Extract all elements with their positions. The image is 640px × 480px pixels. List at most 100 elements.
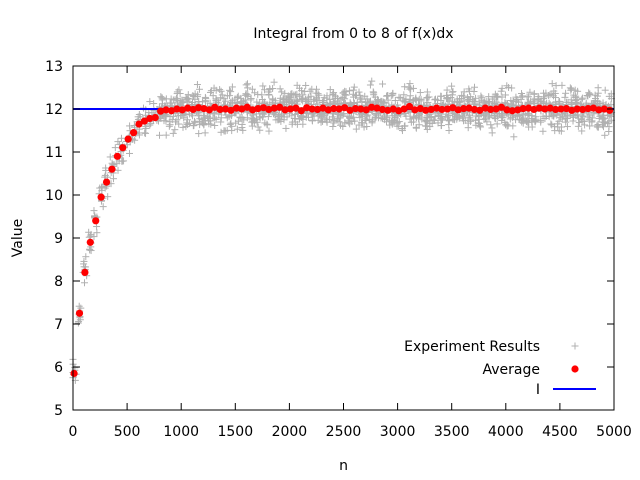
experiment-point: [217, 114, 225, 122]
experiment-point: [216, 86, 224, 94]
average-point: [362, 106, 370, 114]
legend: Experiment Results Average I: [404, 339, 596, 398]
experiment-point: [350, 99, 358, 107]
experiment-point: [242, 90, 250, 98]
experiment-point: [253, 118, 261, 126]
experiment-point: [563, 123, 571, 131]
experiment-point: [601, 86, 609, 94]
average-point: [243, 103, 251, 111]
experiment-point: [488, 124, 496, 132]
experiment-point: [366, 116, 374, 124]
experiment-point: [233, 125, 241, 133]
experiment-point: [526, 88, 534, 96]
experiment-point: [310, 112, 318, 120]
experiment-point: [205, 120, 213, 128]
average-point: [465, 104, 473, 112]
average-point: [313, 105, 322, 114]
average-point: [330, 104, 338, 113]
average-point: [551, 105, 560, 114]
experiment-point: [217, 118, 225, 126]
experiment-point: [447, 93, 455, 101]
experiment-point: [114, 138, 122, 146]
experiment-point: [377, 114, 385, 122]
experiment-point: [182, 111, 190, 119]
experiment-point: [562, 89, 570, 97]
experiment-point: [101, 184, 109, 192]
experiment-point: [522, 118, 530, 126]
experiment-point: [545, 113, 553, 121]
experiment-point: [416, 89, 424, 97]
experiment-point: [585, 89, 593, 97]
experiment-point: [184, 121, 192, 129]
experiment-point: [114, 166, 122, 174]
experiment-point: [90, 207, 98, 215]
experiment-point: [361, 92, 369, 100]
experiment-point: [552, 82, 560, 90]
experiment-point: [118, 157, 126, 165]
experiment-point: [472, 94, 480, 102]
experiment-point: [305, 113, 313, 121]
x-tick-label: 1500: [217, 424, 253, 440]
average-point: [249, 106, 257, 114]
average-point: [384, 106, 392, 114]
experiment-point: [269, 96, 277, 104]
average-point: [308, 105, 316, 113]
average-point: [378, 105, 387, 114]
experiment-point: [566, 84, 574, 92]
experiment-point: [173, 94, 181, 102]
average-point: [541, 105, 549, 113]
average-point: [573, 105, 581, 113]
average-point: [595, 106, 603, 114]
experiment-point: [569, 117, 577, 125]
experiment-point: [393, 118, 401, 126]
average-point: [535, 104, 543, 112]
experiment-point: [528, 118, 536, 126]
experiment-point: [296, 115, 304, 123]
experiment-point: [218, 91, 226, 99]
average-point: [189, 105, 197, 114]
average-point: [395, 107, 403, 115]
experiment-point: [350, 83, 358, 91]
experiment-point: [291, 91, 299, 99]
experiment-point: [146, 121, 154, 129]
experiment-point: [339, 122, 347, 130]
experiment-point: [109, 175, 117, 183]
experiment-point: [578, 127, 586, 135]
legend-plus-marker: [571, 342, 579, 350]
experiment-point: [558, 81, 566, 89]
experiment-point: [398, 127, 406, 135]
experiment-point: [503, 82, 511, 90]
average-point: [232, 104, 240, 112]
average-point: [292, 104, 300, 112]
average-point: [173, 105, 181, 113]
experiment-point: [443, 86, 451, 94]
experiment-point: [281, 89, 289, 97]
experiment-point: [426, 114, 434, 122]
experiment-point: [600, 119, 608, 127]
experiment-point: [604, 112, 612, 120]
experiment-point: [362, 116, 370, 124]
experiment-point: [546, 91, 554, 99]
experiment-point: [106, 153, 114, 161]
y-tick-label: 11: [45, 145, 63, 161]
experiment-point: [379, 80, 387, 88]
average-point: [102, 178, 111, 186]
average-point: [492, 105, 500, 113]
experiment-point: [471, 83, 479, 91]
experiment-point: [265, 91, 273, 99]
experiment-point: [454, 98, 462, 106]
experiment-point: [220, 127, 228, 135]
legend-label-experiment-results: Experiment Results: [404, 339, 540, 355]
average-point: [276, 103, 284, 111]
experiment-point: [562, 118, 570, 126]
experiment-point: [335, 118, 343, 126]
average-point: [297, 107, 305, 115]
average-point: [508, 107, 516, 115]
experiment-point: [347, 100, 355, 108]
average-point: [405, 102, 414, 111]
experiment-point: [221, 97, 229, 105]
chart-title: Integral from 0 to 8 of f(x)dx: [253, 26, 453, 42]
experiment-point: [492, 98, 500, 106]
experiment-point: [209, 114, 217, 122]
experiment-point: [410, 96, 418, 104]
